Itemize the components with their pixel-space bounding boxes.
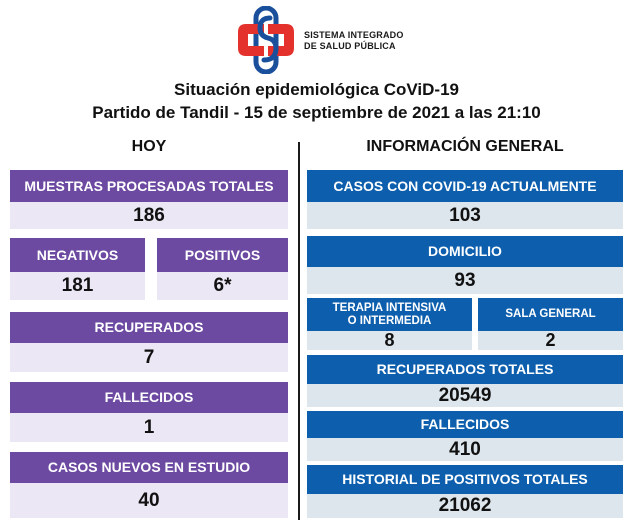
- negativos-card: NEGATIVOS 181: [10, 238, 145, 300]
- muestras-label: MUESTRAS PROCESADAS TOTALES: [10, 170, 288, 202]
- fallecidos-hoy-value: 1: [10, 413, 288, 442]
- positivos-value: 6*: [157, 272, 288, 300]
- sisp-logo-icon: [238, 6, 294, 74]
- terapia-label-line-2: O INTERMEDIA: [347, 314, 432, 327]
- logo-line-1: SISTEMA INTEGRADO: [304, 30, 404, 40]
- casos-actuales-card: CASOS CON COVID-19 ACTUALMENTE 103: [307, 170, 623, 229]
- page-title: Situación epidemiológica CoViD-19: [174, 80, 459, 99]
- logo-line-2: DE SALUD PÚBLICA: [304, 41, 396, 51]
- fallecidos-totales-label: FALLECIDOS: [307, 411, 623, 438]
- recuperados-totales-card: RECUPERADOS TOTALES 20549: [307, 355, 623, 407]
- casos-actuales-value: 103: [307, 202, 623, 229]
- positivos-label: POSITIVOS: [157, 238, 288, 272]
- recuperados-card: RECUPERADOS 7: [10, 312, 288, 372]
- recuperados-value: 7: [10, 343, 288, 372]
- muestras-card: MUESTRAS PROCESADAS TOTALES 186: [10, 170, 288, 229]
- negativos-label: NEGATIVOS: [10, 238, 145, 272]
- sala-general-card: SALA GENERAL 2: [478, 298, 623, 350]
- terapia-label: TERAPIA INTENSIVA O INTERMEDIA: [307, 298, 472, 331]
- fallecidos-hoy-card: FALLECIDOS 1: [10, 382, 288, 442]
- page-subtitle: Partido de Tandil - 15 de septiembre de …: [92, 103, 541, 122]
- logo-text: SISTEMA INTEGRADO DE SALUD PÚBLICA: [304, 30, 404, 52]
- terapia-label-line-1: TERAPIA INTENSIVA: [332, 301, 447, 314]
- recuperados-totales-value: 20549: [307, 384, 623, 407]
- terapia-value: 8: [307, 330, 472, 350]
- casos-nuevos-label: CASOS NUEVOS EN ESTUDIO: [10, 452, 288, 483]
- fallecidos-hoy-label: FALLECIDOS: [10, 382, 288, 413]
- domicilio-value: 93: [307, 267, 623, 294]
- domicilio-label: DOMICILIO: [307, 236, 623, 267]
- info-general-heading: INFORMACIÓN GENERAL: [366, 138, 564, 155]
- negativos-value: 181: [10, 272, 145, 300]
- domicilio-card: DOMICILIO 93: [307, 236, 623, 294]
- hoy-heading: HOY: [131, 138, 167, 155]
- historial-label: HISTORIAL DE POSITIVOS TOTALES: [307, 465, 623, 494]
- casos-actuales-label: CASOS CON COVID-19 ACTUALMENTE: [307, 170, 623, 202]
- sala-general-value: 2: [478, 330, 623, 350]
- fallecidos-totales-card: FALLECIDOS 410: [307, 411, 623, 461]
- historial-card: HISTORIAL DE POSITIVOS TOTALES 21062: [307, 465, 623, 518]
- column-divider: [298, 142, 300, 520]
- casos-nuevos-value: 40: [10, 483, 288, 518]
- muestras-value: 186: [10, 202, 288, 229]
- historial-value: 21062: [307, 494, 623, 518]
- logo: SISTEMA INTEGRADO DE SALUD PÚBLICA: [234, 6, 409, 74]
- casos-nuevos-card: CASOS NUEVOS EN ESTUDIO 40: [10, 452, 288, 518]
- recuperados-totales-label: RECUPERADOS TOTALES: [307, 355, 623, 384]
- terapia-card: TERAPIA INTENSIVA O INTERMEDIA 8: [307, 298, 472, 350]
- sala-general-label: SALA GENERAL: [478, 298, 623, 331]
- recuperados-label: RECUPERADOS: [10, 312, 288, 343]
- fallecidos-totales-value: 410: [307, 438, 623, 461]
- positivos-card: POSITIVOS 6*: [157, 238, 288, 300]
